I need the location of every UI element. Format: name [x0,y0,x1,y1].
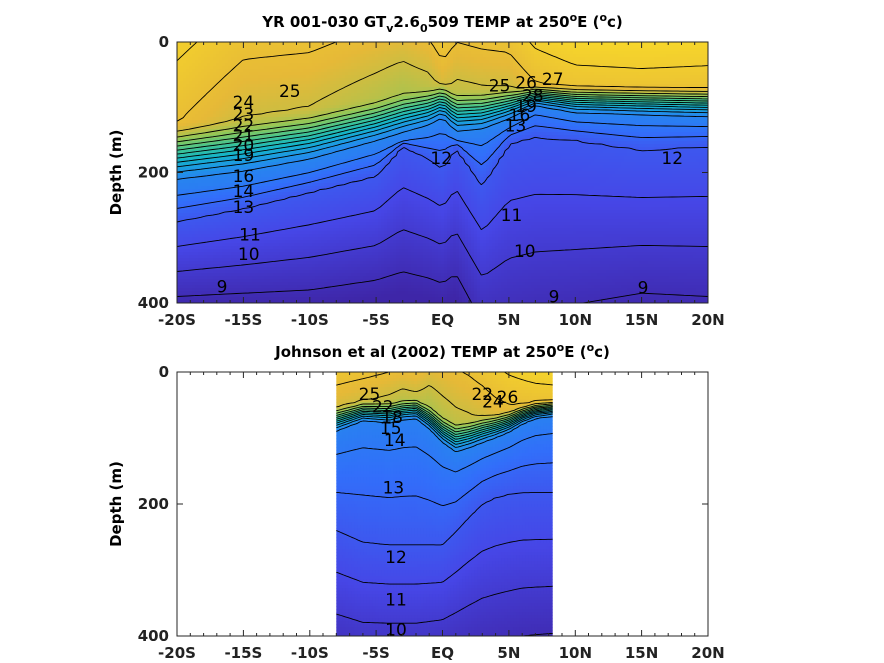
contour-label: 10 [238,245,260,265]
contour-label: 13 [233,198,255,218]
y-tick-label: 0 [159,363,169,381]
x-tick-label: -10S [291,311,329,329]
contour-label: 27 [542,70,564,90]
x-tick-label: EQ [431,644,454,662]
contour-label: 19 [233,146,255,166]
contour-label: 9 [638,278,649,298]
contour-label: 13 [383,479,405,499]
contour-label: 14 [384,431,406,451]
y-tick-label: 400 [138,627,169,645]
x-tick-label: EQ [431,311,454,329]
y-tick-label: 200 [138,495,169,513]
x-tick-label: -20S [158,644,196,662]
x-tick-label: -5S [362,644,389,662]
contour-label: 11 [239,226,261,246]
y-tick-label: 200 [138,164,169,182]
x-tick-label: 20N [691,644,724,662]
x-tick-label: 10N [559,311,592,329]
x-tick-label: 10N [559,644,592,662]
x-tick-label: -15S [224,644,262,662]
x-tick-label: 5N [497,644,520,662]
x-tick-label: -15S [224,311,262,329]
y-tick-label: 400 [138,294,169,312]
contour-label: 10 [385,620,407,640]
x-tick-label: 15N [625,644,658,662]
contour-label: 25 [489,77,511,97]
x-tick-label: -10S [291,644,329,662]
chart-title: YR 001-030 GTv2.60509 TEMP at 250oE (oc) [261,11,623,35]
contour-label: 11 [385,591,407,611]
contour-label: 10 [514,242,536,262]
contour-label: 9 [549,288,560,308]
y-axis-label: Depth (m) [107,461,125,547]
contour-label: 25 [279,82,301,102]
x-tick-label: -20S [158,311,196,329]
x-tick-label: -5S [362,311,389,329]
contour-label: 12 [430,149,452,169]
y-axis-label: Depth (m) [107,130,125,216]
x-tick-label: 5N [497,311,520,329]
contour-label: 11 [501,206,523,226]
y-tick-label: 0 [159,33,169,51]
contour-label: 13 [505,117,527,137]
contour-label: 12 [661,149,683,169]
x-tick-label: 20N [691,311,724,329]
contour-label: 12 [385,548,407,568]
contour-label: 26 [497,388,519,408]
contour-label: 9 [217,278,228,298]
chart-title: Johnson et al (2002) TEMP at 250oE (oc) [274,341,610,361]
x-tick-label: 15N [625,311,658,329]
